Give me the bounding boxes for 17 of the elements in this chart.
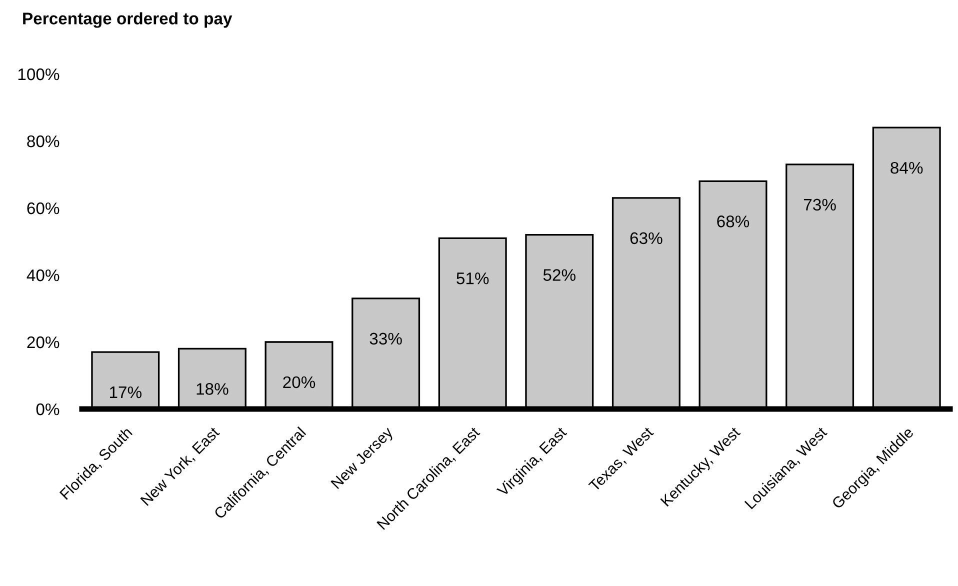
data-label: 52% [543,269,576,281]
data-label: 63% [630,232,662,244]
data-label: 73% [804,198,836,211]
y-tick-label: 80% [27,135,60,148]
y-tick-label: 20% [27,336,60,348]
chart-title: Percentage ordered to pay [23,12,232,28]
data-label: 17% [110,386,142,398]
data-label: 68% [717,216,750,228]
y-tick-label: 100% [18,68,60,80]
data-label: 18% [196,383,228,395]
data-label: 33% [370,332,402,345]
y-tick-label: 60% [27,202,60,214]
data-label: 51% [456,272,489,284]
y-tick-label: 0% [36,403,60,416]
data-label: 84% [890,162,923,174]
y-tick-label: 40% [26,269,60,282]
data-label: 20% [283,376,316,388]
